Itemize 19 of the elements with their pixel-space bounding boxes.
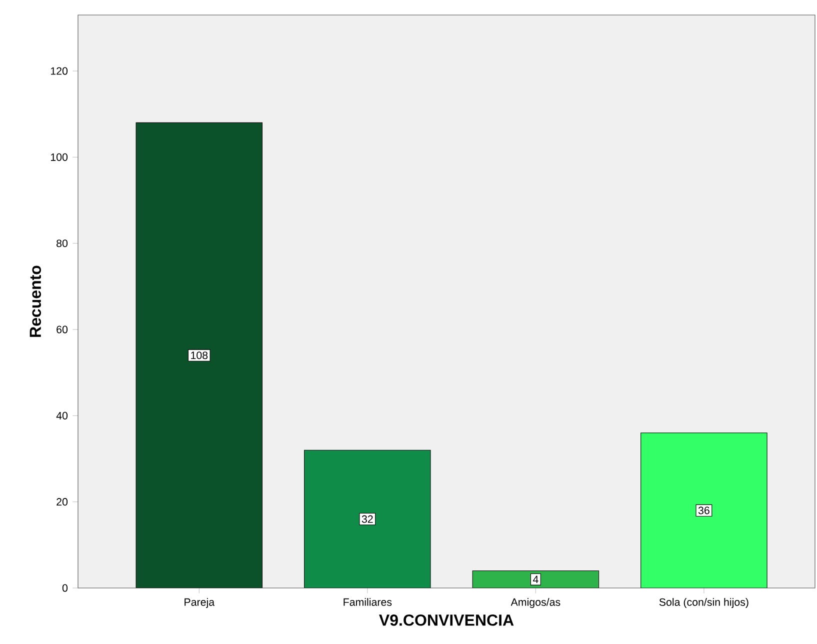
x-tick-label: Pareja xyxy=(184,598,215,608)
x-tick-label: Amigos/as xyxy=(510,598,560,608)
x-tick-label: Familiares xyxy=(344,598,392,606)
data-label: 4 xyxy=(532,576,538,584)
data-label: 32 xyxy=(362,515,373,523)
y-tick-label: 20 xyxy=(56,498,68,506)
x-axis-title: V9.CONVIVENCIA xyxy=(379,614,514,626)
data-label: 108 xyxy=(191,352,208,360)
y-tick-label: 0 xyxy=(62,584,68,592)
y-axis-title: Recuento xyxy=(30,266,41,337)
y-tick-label: 80 xyxy=(56,240,68,248)
y-tick-label: 120 xyxy=(50,67,68,75)
y-tick-label: 40 xyxy=(56,412,68,420)
bar xyxy=(304,450,431,588)
data-label: 36 xyxy=(698,506,710,514)
x-tick-label: Sola (con/sin hijos) xyxy=(659,598,748,608)
y-tick-label: 60 xyxy=(56,326,68,334)
y-tick-label: 100 xyxy=(50,153,68,161)
bar xyxy=(640,432,768,588)
